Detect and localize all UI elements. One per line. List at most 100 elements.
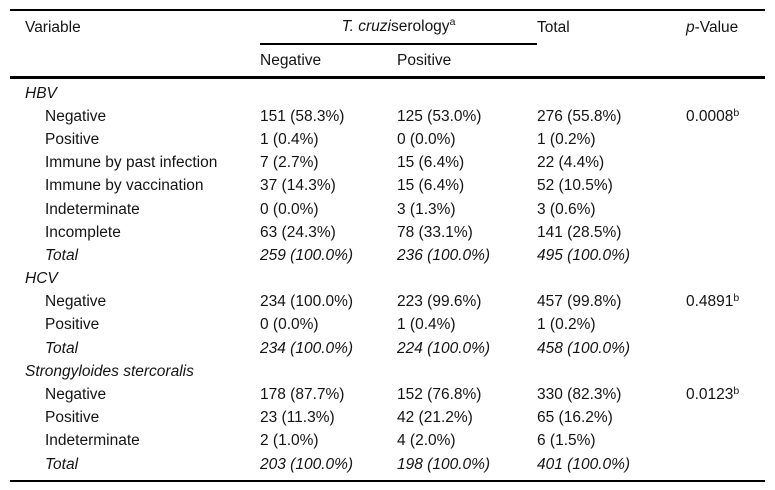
column-header-positive: Positive: [397, 51, 452, 69]
row-label: Positive: [45, 130, 100, 148]
table-header: Variable T. cruzi serology a Total p-Valu…: [10, 9, 765, 79]
total-row: Total 203 (100.0%) 198 (100.0%) 401 (100…: [10, 453, 765, 476]
cell-negative: 0 (0.0%): [260, 316, 319, 334]
cell-negative: 203 (100.0%): [260, 455, 354, 473]
cell-positive: 15 (6.4%): [397, 154, 465, 172]
cell-total: 1 (0.2%): [537, 316, 596, 334]
cell-pvalue: 0.0123b: [668, 386, 765, 404]
row-label: Total: [45, 246, 79, 264]
column-group-serology: T. cruzi serology a: [260, 11, 537, 45]
column-header-pvalue: p-Value: [668, 19, 765, 37]
table-row: Indeterminate 0 (0.0%) 3 (1.3%) 3 (0.6%): [10, 198, 765, 221]
section-name: Strongyloides stercoralis: [25, 362, 194, 380]
row-label: Indeterminate: [45, 432, 140, 450]
cell-negative: 234 (100.0%): [260, 293, 354, 311]
row-label: Indeterminate: [45, 200, 140, 218]
row-label: Positive: [45, 316, 100, 334]
cell-total: 3 (0.6%): [537, 200, 596, 218]
cell-positive: 236 (100.0%): [397, 246, 491, 264]
cell-negative: 0 (0.0%): [260, 200, 319, 218]
cell-positive: 1 (0.4%): [397, 316, 456, 334]
p-value-text: 0.0008: [686, 107, 734, 125]
row-label: Total: [45, 339, 79, 357]
cell-negative: 7 (2.7%): [260, 154, 319, 172]
row-label: Immune by vaccination: [45, 177, 204, 195]
serology-label: serology: [390, 18, 450, 35]
column-header-variable: Variable: [25, 19, 81, 36]
cell-positive: 15 (6.4%): [397, 177, 465, 195]
cell-negative: 259 (100.0%): [260, 246, 354, 264]
table-row: Negative 234 (100.0%) 223 (99.6%) 457 (9…: [10, 291, 765, 314]
section-name: HCV: [25, 270, 58, 288]
cell-negative: 178 (87.7%): [260, 386, 345, 404]
cell-pvalue: 0.4891b: [668, 293, 765, 311]
p-value-text: 0.4891: [686, 293, 734, 311]
pvalue-label: -Value: [694, 19, 739, 36]
total-row: Total 259 (100.0%) 236 (100.0%) 495 (100…: [10, 244, 765, 267]
cell-total: 65 (16.2%): [537, 409, 613, 427]
cell-positive: 0 (0.0%): [397, 130, 456, 148]
cell-total: 458 (100.0%): [537, 339, 631, 357]
header-row-sub: Negative Positive: [10, 45, 765, 76]
cell-negative: 234 (100.0%): [260, 339, 354, 357]
cell-negative: 37 (14.3%): [260, 177, 336, 195]
cell-pvalue: 0.0008b: [668, 108, 765, 126]
p-value-footnote-marker: b: [733, 385, 740, 398]
cell-positive: 78 (33.1%): [397, 223, 473, 241]
cell-total: 457 (99.8%): [537, 293, 622, 311]
row-label: Total: [45, 455, 79, 473]
cell-positive: 223 (99.6%): [397, 293, 482, 311]
row-label: Immune by past infection: [45, 154, 218, 172]
table-row: Positive 23 (11.3%) 42 (21.2%) 65 (16.2%…: [10, 407, 765, 430]
cell-total: 330 (82.3%): [537, 386, 622, 404]
table-row: Negative 151 (58.3%) 125 (53.0%) 276 (55…: [10, 105, 765, 128]
table-row: Immune by vaccination 37 (14.3%) 15 (6.4…: [10, 175, 765, 198]
cell-positive: 4 (2.0%): [397, 432, 456, 450]
section-header-row: Strongyloides stercoralis: [10, 360, 765, 383]
table-body: HBV Negative 151 (58.3%) 125 (53.0%) 276…: [10, 79, 765, 483]
header-row-top: Variable T. cruzi serology a Total p-Valu…: [10, 11, 765, 45]
pvalue-p: p: [686, 19, 695, 36]
column-header-total: Total: [537, 19, 570, 36]
p-value-text: 0.0123: [686, 386, 734, 404]
table-row: Immune by past infection 7 (2.7%) 15 (6.…: [10, 152, 765, 175]
table-row: Positive 0 (0.0%) 1 (0.4%) 1 (0.2%): [10, 314, 765, 337]
cell-total: 141 (28.5%): [537, 223, 622, 241]
row-label: Positive: [45, 409, 100, 427]
total-row: Total 234 (100.0%) 224 (100.0%) 458 (100…: [10, 337, 765, 360]
cell-positive: 198 (100.0%): [397, 455, 491, 473]
cell-total: 1 (0.2%): [537, 130, 596, 148]
cell-negative: 151 (58.3%): [260, 107, 345, 125]
row-label: Incomplete: [45, 223, 121, 241]
cell-positive: 224 (100.0%): [397, 339, 491, 357]
section-header-row: HCV: [10, 268, 765, 291]
cell-total: 495 (100.0%): [537, 246, 631, 264]
cell-positive: 3 (1.3%): [397, 200, 456, 218]
cell-negative: 2 (1.0%): [260, 432, 319, 450]
table-row: Incomplete 63 (24.3%) 78 (33.1%) 141 (28…: [10, 221, 765, 244]
cell-total: 401 (100.0%): [537, 455, 631, 473]
table-row: Indeterminate 2 (1.0%) 4 (2.0%) 6 (1.5%): [10, 430, 765, 453]
p-value-footnote-marker: b: [733, 106, 740, 119]
row-label: Negative: [45, 386, 107, 404]
section-header-row: HBV: [10, 82, 765, 105]
serology-table: Variable T. cruzi serology a Total p-Valu…: [10, 9, 765, 483]
cell-negative: 63 (24.3%): [260, 223, 336, 241]
cell-total: 22 (4.4%): [537, 154, 605, 172]
row-label: Negative: [45, 293, 107, 311]
cell-negative: 23 (11.3%): [260, 409, 335, 427]
column-header-negative: Negative: [260, 51, 322, 69]
cell-positive: 125 (53.0%): [397, 107, 482, 125]
cell-negative: 1 (0.4%): [260, 130, 319, 148]
table-row: Positive 1 (0.4%) 0 (0.0%) 1 (0.2%): [10, 128, 765, 151]
row-label: Negative: [45, 107, 107, 125]
table-row: Negative 178 (87.7%) 152 (76.8%) 330 (82…: [10, 383, 765, 406]
cell-total: 6 (1.5%): [537, 432, 596, 450]
cell-positive: 42 (21.2%): [397, 409, 473, 427]
cell-total: 52 (10.5%): [537, 177, 613, 195]
cell-total: 276 (55.8%): [537, 107, 622, 125]
p-value-footnote-marker: b: [733, 292, 740, 305]
serology-species: T. cruzi: [341, 18, 391, 35]
cell-positive: 152 (76.8%): [397, 386, 482, 404]
section-name: HBV: [25, 84, 57, 102]
